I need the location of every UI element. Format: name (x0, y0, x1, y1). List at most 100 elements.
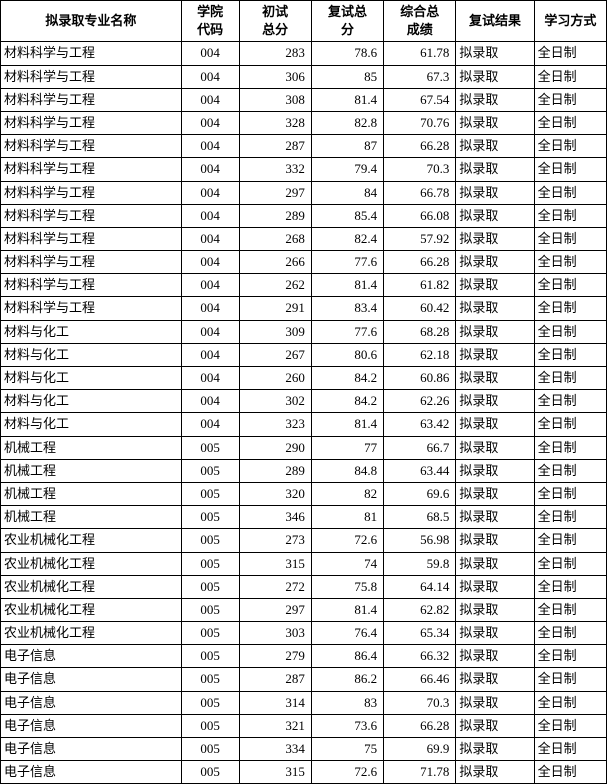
table-row: 材料科学与工程00426677.666.28拟录取全日制 (1, 251, 607, 274)
table-row: 材料科学与工程00433279.470.3拟录取全日制 (1, 158, 607, 181)
cell-score2: 85.4 (311, 204, 383, 227)
table-row: 电子信息0053148370.3拟录取全日制 (1, 691, 607, 714)
cell-score3: 63.44 (384, 459, 456, 482)
cell-score1: 315 (239, 761, 311, 784)
cell-result: 拟录取 (456, 65, 534, 88)
cell-major: 材料科学与工程 (1, 297, 182, 320)
table-row: 机械工程00528984.863.44拟录取全日制 (1, 459, 607, 482)
cell-mode: 全日制 (534, 529, 606, 552)
cell-code: 005 (181, 436, 239, 459)
table-row: 材料科学与工程00428378.661.78拟录取全日制 (1, 42, 607, 65)
cell-code: 004 (181, 320, 239, 343)
cell-code: 005 (181, 691, 239, 714)
cell-major: 材料科学与工程 (1, 204, 182, 227)
table-header: 拟录取专业名称 学院代码 初试总分 复试总分 综合总成绩 复试结果 学习方式 (1, 1, 607, 42)
cell-major: 材料科学与工程 (1, 227, 182, 250)
header-score3: 综合总成绩 (384, 1, 456, 42)
cell-score2: 85 (311, 65, 383, 88)
cell-result: 拟录取 (456, 575, 534, 598)
cell-score3: 68.28 (384, 320, 456, 343)
cell-result: 拟录取 (456, 390, 534, 413)
cell-code: 004 (181, 390, 239, 413)
table-row: 农业机械化工程00527275.864.14拟录取全日制 (1, 575, 607, 598)
cell-code: 005 (181, 459, 239, 482)
cell-mode: 全日制 (534, 413, 606, 436)
cell-score3: 66.32 (384, 645, 456, 668)
table-row: 材料与化工00430284.262.26拟录取全日制 (1, 390, 607, 413)
cell-score3: 66.28 (384, 251, 456, 274)
cell-result: 拟录取 (456, 88, 534, 111)
cell-mode: 全日制 (534, 622, 606, 645)
cell-code: 004 (181, 111, 239, 134)
cell-score2: 72.6 (311, 529, 383, 552)
cell-code: 005 (181, 645, 239, 668)
cell-code: 005 (181, 738, 239, 761)
table-row: 材料与化工00430977.668.28拟录取全日制 (1, 320, 607, 343)
cell-mode: 全日制 (534, 761, 606, 784)
cell-score2: 81 (311, 506, 383, 529)
cell-score2: 82.4 (311, 227, 383, 250)
cell-score3: 57.92 (384, 227, 456, 250)
cell-score1: 287 (239, 668, 311, 691)
cell-major: 电子信息 (1, 645, 182, 668)
cell-mode: 全日制 (534, 645, 606, 668)
cell-code: 004 (181, 251, 239, 274)
cell-code: 005 (181, 622, 239, 645)
cell-score1: 315 (239, 552, 311, 575)
cell-code: 005 (181, 668, 239, 691)
cell-major: 机械工程 (1, 436, 182, 459)
cell-major: 材料与化工 (1, 343, 182, 366)
cell-score3: 60.42 (384, 297, 456, 320)
cell-major: 材料与化工 (1, 390, 182, 413)
cell-mode: 全日制 (534, 436, 606, 459)
cell-score1: 267 (239, 343, 311, 366)
cell-result: 拟录取 (456, 459, 534, 482)
cell-mode: 全日制 (534, 459, 606, 482)
cell-score1: 279 (239, 645, 311, 668)
cell-score1: 273 (239, 529, 311, 552)
cell-score2: 81.4 (311, 274, 383, 297)
cell-score1: 323 (239, 413, 311, 436)
cell-major: 农业机械化工程 (1, 575, 182, 598)
cell-score3: 69.6 (384, 482, 456, 505)
cell-score1: 262 (239, 274, 311, 297)
cell-score1: 289 (239, 459, 311, 482)
cell-code: 004 (181, 42, 239, 65)
cell-mode: 全日制 (534, 158, 606, 181)
table-row: 材料科学与工程0043068567.3拟录取全日制 (1, 65, 607, 88)
cell-result: 拟录取 (456, 714, 534, 737)
cell-score1: 328 (239, 111, 311, 134)
cell-major: 农业机械化工程 (1, 529, 182, 552)
cell-code: 004 (181, 274, 239, 297)
table-row: 材料科学与工程00428985.466.08拟录取全日制 (1, 204, 607, 227)
cell-code: 005 (181, 552, 239, 575)
cell-result: 拟录取 (456, 42, 534, 65)
table-row: 电子信息0053347569.9拟录取全日制 (1, 738, 607, 761)
cell-major: 材料科学与工程 (1, 135, 182, 158)
cell-score1: 334 (239, 738, 311, 761)
cell-score1: 303 (239, 622, 311, 645)
admission-table-container: 拟录取专业名称 学院代码 初试总分 复试总分 综合总成绩 复试结果 学习方式 材… (0, 0, 607, 784)
cell-score2: 78.6 (311, 42, 383, 65)
cell-mode: 全日制 (534, 65, 606, 88)
cell-score1: 308 (239, 88, 311, 111)
cell-score3: 62.26 (384, 390, 456, 413)
cell-score3: 66.08 (384, 204, 456, 227)
cell-mode: 全日制 (534, 181, 606, 204)
cell-score2: 86.2 (311, 668, 383, 691)
cell-mode: 全日制 (534, 738, 606, 761)
cell-score2: 77 (311, 436, 383, 459)
cell-result: 拟录取 (456, 598, 534, 621)
cell-code: 005 (181, 506, 239, 529)
cell-code: 005 (181, 714, 239, 737)
cell-score2: 79.4 (311, 158, 383, 181)
header-major: 拟录取专业名称 (1, 1, 182, 42)
cell-score2: 83 (311, 691, 383, 714)
header-result: 复试结果 (456, 1, 534, 42)
cell-major: 材料与化工 (1, 320, 182, 343)
cell-code: 004 (181, 227, 239, 250)
cell-score1: 332 (239, 158, 311, 181)
table-row: 材料与化工00426084.260.86拟录取全日制 (1, 367, 607, 390)
cell-result: 拟录取 (456, 204, 534, 227)
cell-major: 材料科学与工程 (1, 181, 182, 204)
